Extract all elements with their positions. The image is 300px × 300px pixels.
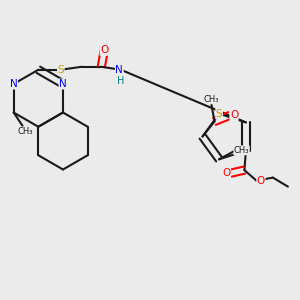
Text: N: N	[59, 79, 67, 89]
Text: H: H	[117, 76, 124, 86]
Text: CH₃: CH₃	[234, 146, 249, 155]
Text: N: N	[116, 65, 123, 75]
Text: O: O	[230, 110, 238, 121]
Text: CH₃: CH₃	[204, 95, 219, 104]
Text: O: O	[100, 45, 108, 55]
Text: O: O	[222, 168, 230, 178]
Text: N: N	[10, 79, 17, 89]
Text: S: S	[58, 65, 64, 75]
Text: O: O	[257, 176, 265, 186]
Text: CH₃: CH₃	[17, 127, 33, 136]
Text: S: S	[216, 109, 222, 119]
